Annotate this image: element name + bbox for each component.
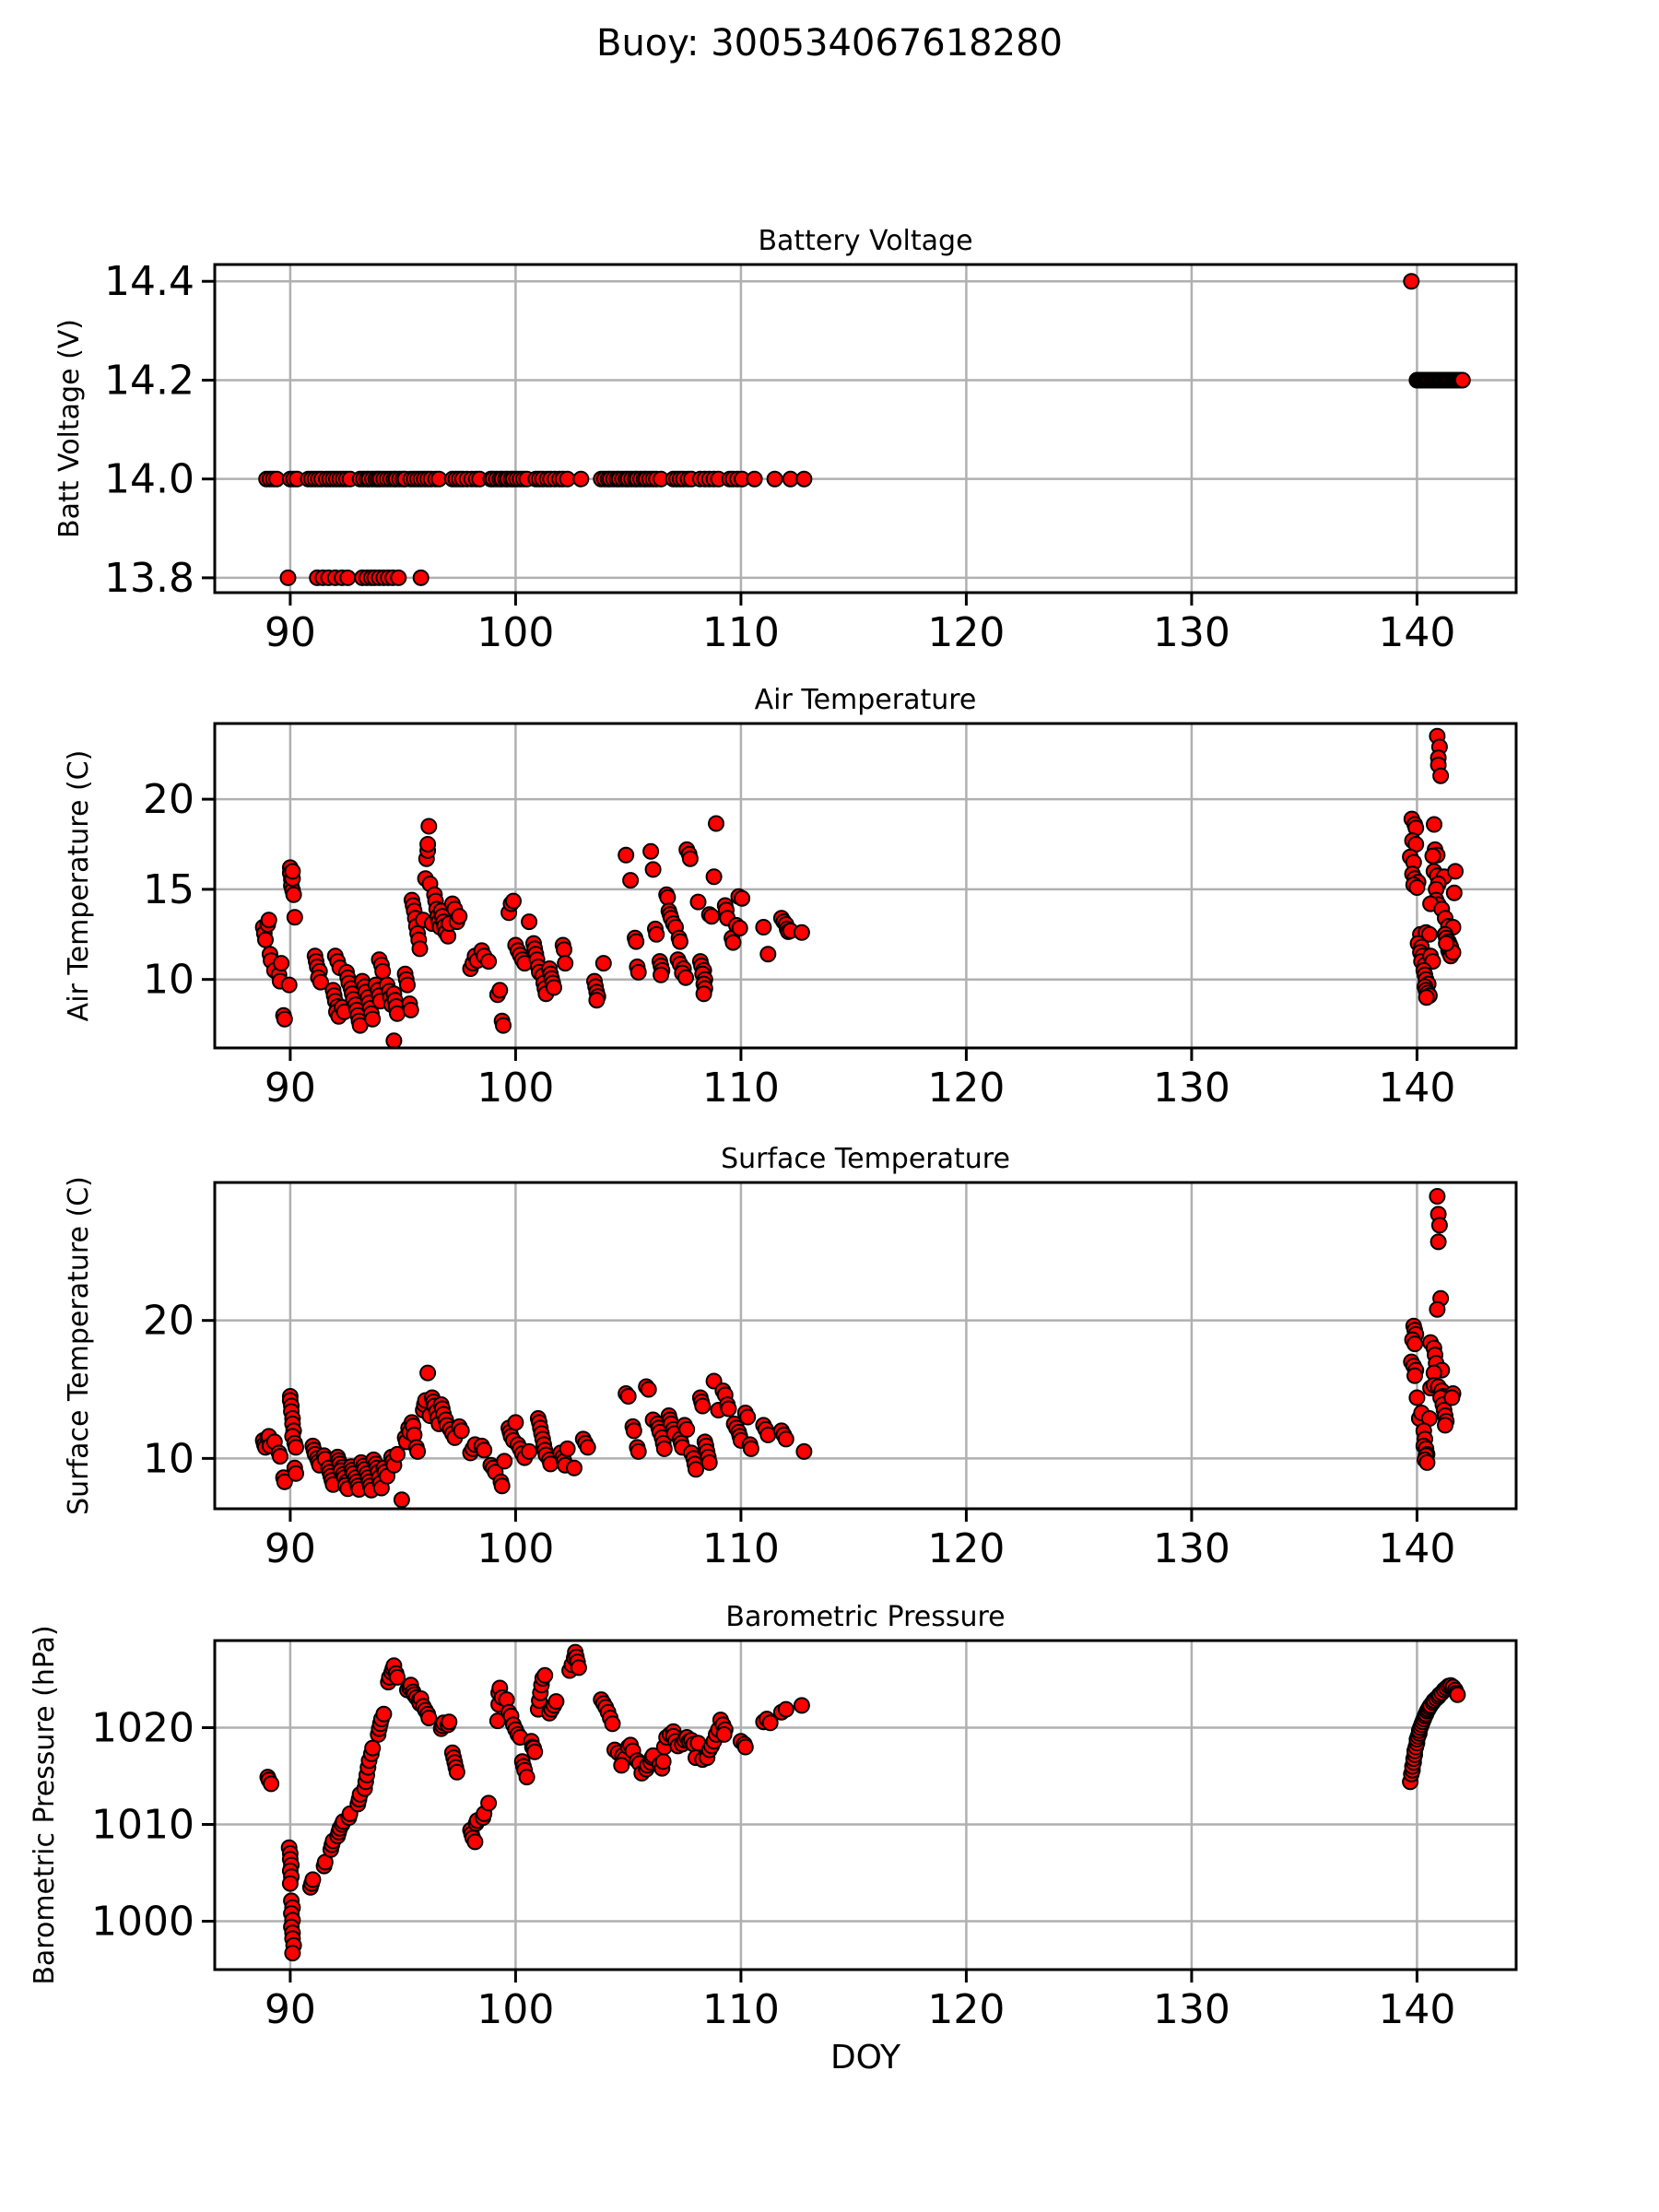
y-tick-label: 10 (143, 957, 194, 1004)
x-tick-label: 90 (265, 1525, 316, 1572)
panel-battery-voltage: 90 100 110 120 130 140 13.8 14.0 14.2 14.4 Battery… (53, 225, 1518, 656)
x-tick-label: 120 (927, 1525, 1005, 1572)
panel-title-barometric-pressure: Barometric Pressure (725, 1601, 1005, 1633)
x-tick-label: 110 (702, 1065, 780, 1112)
x-tick-label: 100 (477, 1065, 554, 1112)
panel-title-surface-temperature: Surface Temperature (721, 1143, 1010, 1175)
y-tick-label: 14.2 (104, 357, 194, 404)
y-tick-label: 14.0 (104, 456, 194, 503)
x-tick-label: 110 (702, 609, 780, 656)
x-tick-label: 120 (927, 1986, 1005, 2033)
axes-spines (213, 1181, 1518, 1511)
x-tick-label: 140 (1378, 1065, 1455, 1112)
panel-title-battery-voltage: Battery Voltage (758, 225, 972, 257)
x-tick-label: 130 (1153, 1986, 1230, 2033)
y-tick-label: 15 (143, 866, 194, 913)
tick-marks (202, 797, 1418, 1061)
x-tick-label: 130 (1153, 1525, 1230, 1572)
panel-barometric-pressure: 90 100 110 120 130 140 1000 1010 1020 Barometric … (29, 1601, 1518, 2034)
y-tick-label: 1000 (91, 1899, 194, 1946)
tick-labels: 90 100 110 120 130 140 1000 1010 1020 (91, 1705, 1455, 2034)
scatter-points (259, 1643, 1466, 1962)
tick-labels: 90 100 110 120 130 140 10 15 20 (143, 776, 1455, 1112)
x-tick-label: 110 (702, 1986, 780, 2033)
x-tick-label: 140 (1378, 1525, 1455, 1572)
x-tick-label: 90 (265, 1986, 316, 2033)
y-tick-label: 1010 (91, 1802, 194, 1849)
y-tick-label: 20 (143, 776, 194, 823)
panel-surface-temperature: 90 100 110 120 130 140 10 20 Surface Temperature… (63, 1143, 1518, 1572)
x-axis-label: DOY (830, 2039, 901, 2077)
grid-lines (215, 265, 1516, 593)
y-tick-label: 20 (143, 1298, 194, 1345)
panel-title-air-temperature: Air Temperature (755, 684, 977, 716)
x-tick-label: 110 (702, 1525, 780, 1572)
x-tick-label: 100 (477, 1986, 554, 2033)
y-axis-label-surface-temperature: Surface Temperature (C) (63, 1176, 95, 1515)
scatter-points (254, 1188, 1462, 1509)
axes-spines (213, 1639, 1518, 1971)
grid-lines (215, 1641, 1516, 1970)
x-tick-label: 140 (1378, 609, 1455, 656)
x-tick-label: 100 (477, 609, 554, 656)
panel-air-temperature: 90 100 110 120 130 140 10 15 20 Air Temperature Ai… (63, 684, 1518, 1112)
scatter-points (254, 727, 1464, 1050)
scatter-points (258, 273, 1471, 586)
axes-spines (213, 263, 1518, 594)
tick-marks (202, 279, 1418, 606)
x-tick-label: 90 (265, 1065, 316, 1112)
grid-lines (215, 1182, 1516, 1509)
y-axis-label-barometric-pressure: Barometric Pressure (hPa) (29, 1625, 61, 1984)
x-tick-label: 100 (477, 1525, 554, 1572)
tick-marks (202, 1319, 1418, 1522)
x-tick-label: 140 (1378, 1986, 1455, 2033)
x-tick-label: 130 (1153, 609, 1230, 656)
x-tick-label: 120 (927, 1065, 1005, 1112)
axes-spines (213, 722, 1518, 1050)
y-tick-label: 1020 (91, 1705, 194, 1752)
tick-labels: 90 100 110 120 130 140 10 20 (143, 1298, 1455, 1572)
x-tick-label: 120 (927, 609, 1005, 656)
x-tick-label: 130 (1153, 1065, 1230, 1112)
figure-title: Buoy: 300534067618280 (596, 22, 1063, 65)
y-tick-label: 13.8 (104, 555, 194, 602)
y-tick-label: 14.4 (104, 258, 194, 305)
y-axis-label-air-temperature: Air Temperature (C) (63, 750, 95, 1022)
tick-marks (202, 1726, 1418, 1983)
y-axis-label-battery-voltage: Batt Voltage (V) (53, 319, 86, 538)
y-tick-label: 10 (143, 1435, 194, 1482)
tick-labels: 90 100 110 120 130 140 13.8 14.0 14.2 14.4 (104, 258, 1455, 656)
x-tick-label: 90 (265, 609, 316, 656)
